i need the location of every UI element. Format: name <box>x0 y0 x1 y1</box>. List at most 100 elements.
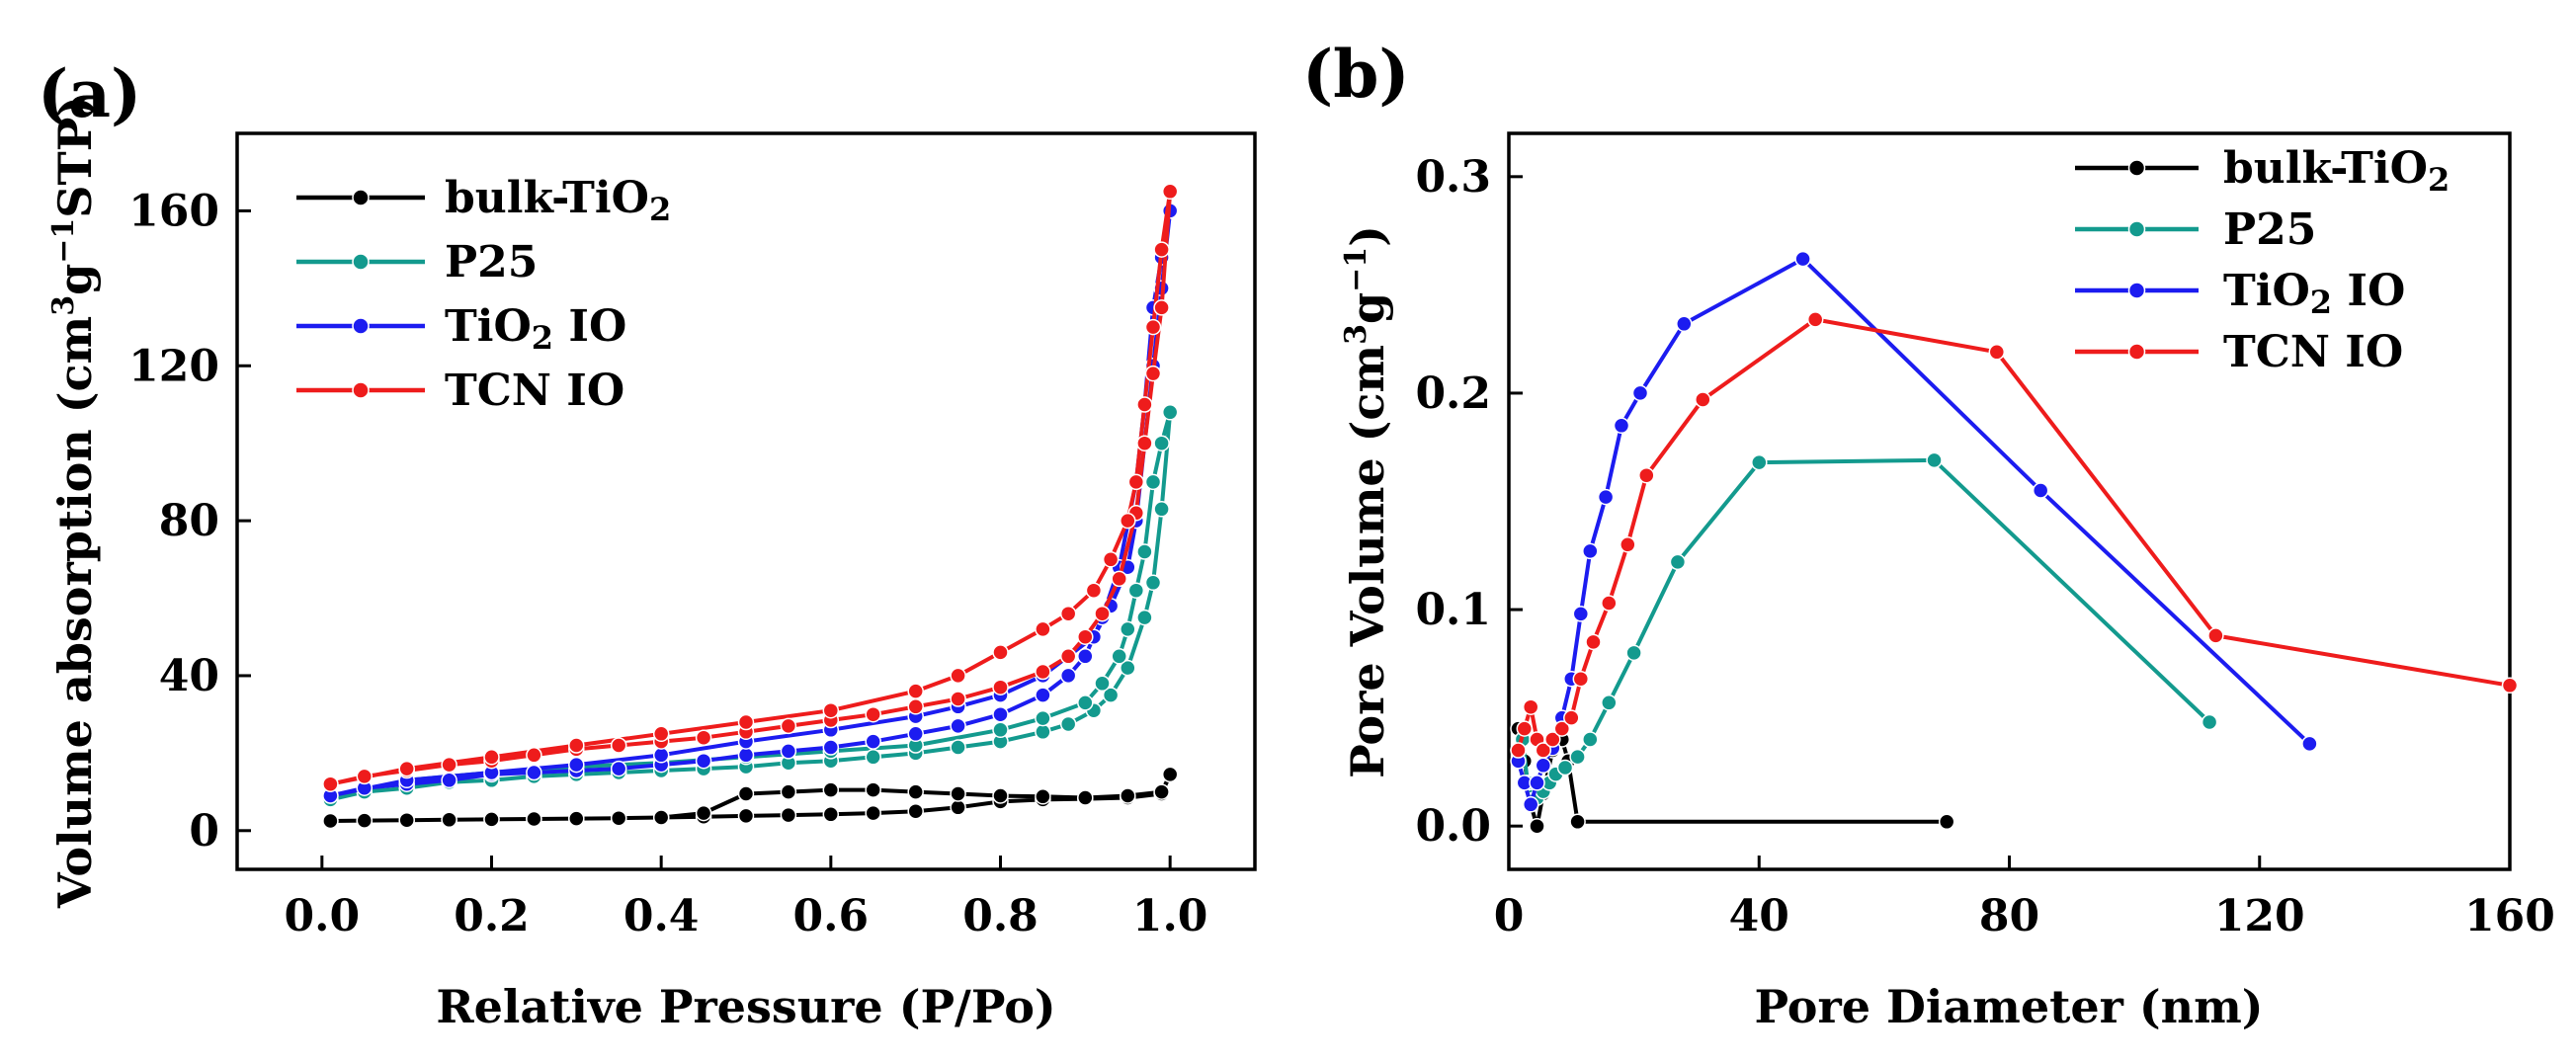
panel-a-data-point-bulk-tio <box>822 806 840 823</box>
panel-b-data-point-tcn-io <box>1535 742 1552 759</box>
panel-a-x-tick-label: 0.6 <box>793 891 870 941</box>
panel-b-x-tick-label: 40 <box>1729 891 1789 941</box>
panel-a-y-axis-title: Volume absorption (cm3g−1STP) <box>46 96 102 909</box>
panel-a-y-tick-label: 120 <box>128 341 219 391</box>
panel-a-data-point-bulk-tio <box>1161 766 1179 783</box>
panel-a-data-point-tcn-io <box>652 725 670 743</box>
panel-b-data-point-tio <box>1572 606 1590 622</box>
panel-a-data-point-p25 <box>1153 435 1170 451</box>
panel-b-data-point-bulk-tio <box>1529 817 1545 835</box>
panel-b-data-point-p25 <box>1556 759 1574 776</box>
panel-a-plot-frame <box>235 131 1257 871</box>
panel-a-data-point-tcn-io <box>568 737 585 754</box>
panel-a-data-point-bulk-tio <box>398 811 415 829</box>
panel-a-data-point-p25 <box>1144 473 1162 491</box>
panel-b-series-line-tio2 <box>1516 257 2311 807</box>
panel-b-data-point-bulk-tio <box>1569 813 1586 831</box>
panel-a-chart: (a) 0.0 0.2 0.4 0.6 0.8 1.0 0 40 80 120 160 bulk-T… <box>38 55 1257 1033</box>
panel-a-y-axis-title-sup2: −1 <box>46 218 81 264</box>
panel-b-data-point-tcn-io <box>1572 670 1590 688</box>
panel-a-x-tick-label: 0.4 <box>623 891 700 941</box>
panel-a-data-point-p25 <box>1144 574 1162 592</box>
panel-a-data-point-p25 <box>950 739 966 756</box>
panel-b-y-axis-title-main: Pore Volume (cm <box>1341 345 1394 778</box>
panel-a-data-point-p25 <box>992 721 1009 739</box>
panel-a-data-point-tio <box>695 752 712 770</box>
panel-b-data-point-tio <box>1522 796 1539 813</box>
panel-a-data-point-tcn-io <box>1111 570 1127 588</box>
panel-a-data-point-bulk-tio <box>526 810 542 828</box>
panel-a-data-point-bulk-tio <box>695 804 712 822</box>
panel-a-data-point-tcn-io <box>1059 648 1077 665</box>
panel-a-data-point-tio <box>780 743 797 760</box>
panel-a-data-point-bulk-tio <box>322 812 339 830</box>
panel-b-data-point-tcn-io <box>1522 698 1539 715</box>
panel-b-x-axis-title: Pore Diameter (nm) <box>1754 980 2263 1033</box>
panel-a-data-point-p25 <box>1111 648 1127 665</box>
panel-a-data-point-tio <box>737 747 755 764</box>
panel-a-data-point-tcn-io <box>441 756 457 774</box>
panel-b-series-line-bulk-tio2 <box>1516 728 1948 829</box>
panel-a-data-point-tcn-io <box>1153 241 1170 258</box>
panel-b-data-point-tcn-io <box>2207 627 2224 644</box>
panel-a-data-point-tio <box>822 739 840 756</box>
panel-a-data-point-tcn-io <box>1136 396 1153 413</box>
panel-b-y-axis-title-mid: g <box>1341 292 1394 324</box>
panel-a-x-axis-title: Relative Pressure (P/Po) <box>436 980 1055 1033</box>
panel-b-data-point-p25 <box>1569 748 1586 766</box>
panel-a-data-point-tio <box>992 705 1009 723</box>
panel-a-y-tick-label: 40 <box>159 651 219 701</box>
panel-a-data-point-bulk-tio <box>652 809 670 826</box>
panel-a-data-point-tio <box>610 760 627 777</box>
panel-a-data-point-tcn-io <box>992 644 1009 661</box>
panel-a-data-point-tcn-io <box>1102 551 1120 568</box>
panel-a-data-point-tio <box>1077 648 1094 665</box>
panel-a-data-point-tcn-io <box>1120 512 1136 530</box>
panel-a-data-point-tcn-io <box>1035 663 1051 681</box>
panel-a-data-point-tcn-io <box>1144 318 1162 336</box>
panel-b-legend-label: bulk-TiO2 <box>2223 143 2450 199</box>
panel-a-legend-marker <box>352 381 370 399</box>
panel-b-legend-marker <box>2127 220 2146 238</box>
panel-a-data-point-bulk-tio <box>822 781 840 798</box>
panel-a-data-point-bulk-tio <box>1035 788 1051 805</box>
panel-b-data-point-tcn-io <box>1620 536 1636 553</box>
panel-a-y-tick-label: 0 <box>189 806 219 857</box>
panel-a-series <box>322 183 1179 830</box>
panel-b-legend-marker <box>2127 282 2146 299</box>
panel-b-ticks: 0 40 80 120 160 0.0 0.1 0.2 0.3 <box>1415 152 2554 941</box>
panel-b-data-point-tio <box>1613 417 1630 435</box>
panel-b-data-point-p25 <box>1601 694 1618 711</box>
panel-a-y-tick-label: 160 <box>128 186 219 236</box>
panel-a-data-point-tcn-io <box>1094 605 1111 622</box>
panel-a-data-point-p25 <box>1127 582 1145 599</box>
panel-a-data-point-bulk-tio <box>483 811 500 828</box>
panel-b-data-point-tcn-io <box>2501 677 2519 694</box>
panel-a-data-point-p25 <box>1035 723 1051 741</box>
panel-a-data-point-tcn-io <box>610 737 627 754</box>
panel-a-data-point-bulk-tio <box>950 799 966 816</box>
panel-a-data-point-p25 <box>1161 404 1179 421</box>
panel-a-legend: bulk-TiO2 P25 TiO2 IO TCN IO <box>296 173 671 416</box>
panel-b-data-point-tio <box>1794 250 1811 268</box>
panel-a-data-point-bulk-tio <box>568 810 585 827</box>
panel-b-y-tick-label: 0.1 <box>1415 585 1491 635</box>
panel-a-legend-marker <box>352 189 370 206</box>
panel-b-legend-label: TiO2 IO <box>2223 266 2405 321</box>
panel-b-y-axis-title-sup1: 3 <box>1339 324 1373 345</box>
panel-b-data-point-tio <box>2032 482 2049 499</box>
panel-a-data-point-tcn-io <box>950 691 966 707</box>
panel-b-data-point-tcn-io <box>1553 720 1571 737</box>
panel-a-label: (a) <box>38 55 141 132</box>
panel-b-data-point-tcn-io <box>1563 709 1580 726</box>
panel-a-data-point-tcn-io <box>950 667 966 685</box>
panel-b-data-point-p25 <box>2201 713 2218 731</box>
panel-a-data-point-tcn-io <box>483 749 500 766</box>
panel-a-data-point-bulk-tio <box>907 783 924 800</box>
panel-a-data-point-bulk-tio <box>441 811 457 829</box>
panel-a-data-point-p25 <box>1059 715 1077 733</box>
panel-a-data-point-tcn-io <box>907 683 924 699</box>
panel-a-x-tick-label: 0.8 <box>962 891 1039 941</box>
panel-a-data-point-tcn-io <box>865 705 881 723</box>
